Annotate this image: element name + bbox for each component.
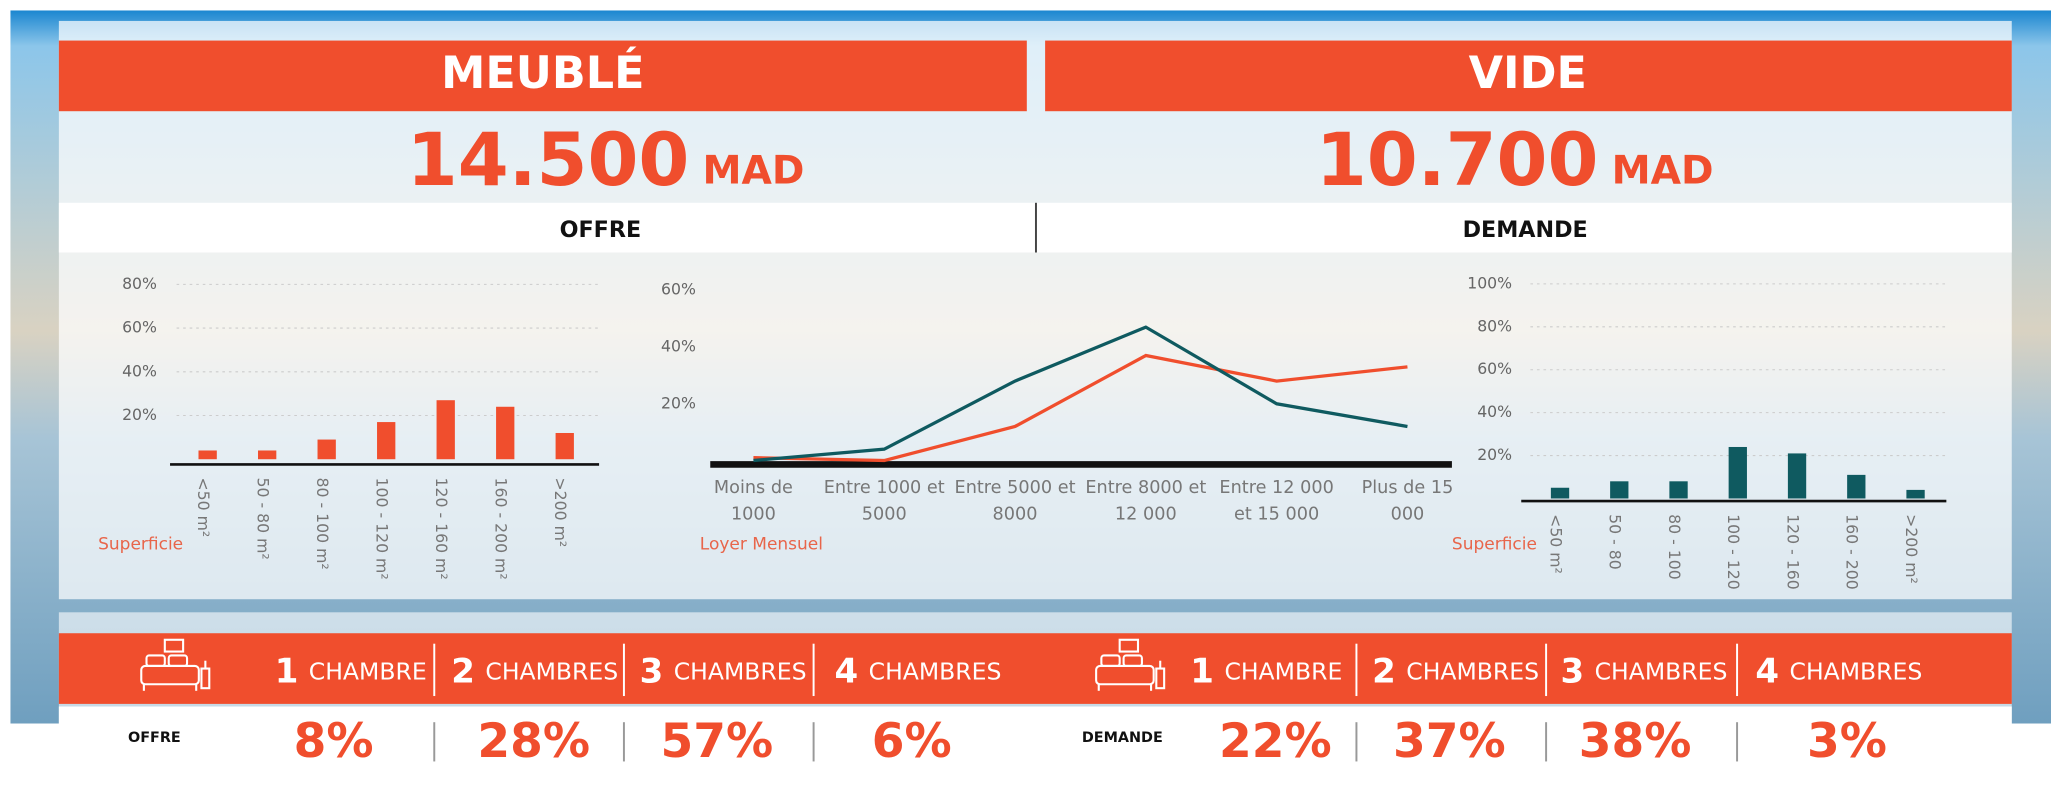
y-tick-label: 60% [122,318,157,337]
price-unit: MAD [1612,148,1714,193]
panel-title: VIDE [1469,48,1587,99]
bar [318,440,336,460]
y-tick-label: 20% [1477,445,1512,464]
x-axis-label: Superficie [1452,534,1537,554]
bar [437,400,455,459]
room-count: 3 [640,651,664,691]
bar [496,407,514,459]
room-count: 1 [1190,651,1214,691]
room-share: 38% [1579,714,1692,769]
room-count: 3 [1560,651,1584,691]
bar [198,450,216,459]
bar [1788,453,1806,498]
x-tick-label: 100 - 120 [1724,514,1743,590]
x-tick-label: 80 - 100 [1665,514,1684,580]
y-tick-label: 60% [661,280,696,299]
room-label: CHAMBRE [1224,657,1342,685]
x-tick-label-box: Entre 1000 et 5000 [821,475,947,540]
bar [1906,490,1924,499]
y-tick-label: 80% [1477,316,1512,335]
infographic: MEUBLÉ VIDE 14.500 MAD 10.700 MAD OFFRE DE… [0,0,2051,785]
x-tick-label: 160 - 200 m² [491,478,510,580]
price-unit: MAD [702,148,804,193]
room-label: CHAMBRES [485,657,618,685]
bar [377,422,395,459]
y-tick-label: 60% [1477,359,1512,378]
bar [1847,475,1865,499]
x-tick-label: 80 - 100 m² [313,478,332,570]
panel-title: MEUBLÉ [441,46,644,99]
room-label: CHAMBRES [1406,657,1539,685]
x-tick-label: <50 m² [1546,514,1565,574]
x-tick-label: 50 - 80 [1606,514,1625,570]
row-label: DEMANDE [1082,730,1163,746]
price-value: 14.500 [407,118,690,203]
y-tick-label: 80% [122,274,157,293]
x-tick-label: 120 - 160 m² [432,478,451,580]
bar [556,433,574,459]
x-tick-label: >200 m² [1902,514,1921,584]
x-tick-label: 100 - 120 m² [372,478,391,580]
room-share: 57% [660,714,773,769]
x-tick-label: Entre 8000 et 12 000 [1083,475,1209,527]
row-label: OFFRE [128,730,181,746]
room-share: 6% [872,714,952,769]
bar [1551,488,1569,499]
y-tick-label: 100% [1467,273,1512,292]
y-tick-label: 20% [661,393,696,412]
x-tick-label-box: Plus de 15 000 [1345,475,1471,540]
x-tick-label: Moins de 1000 [691,475,817,527]
x-tick-label: Plus de 15 000 [1345,475,1471,527]
x-tick-label: Entre 5000 et 8000 [952,475,1078,527]
room-share: 3% [1807,714,1887,769]
room-count: 1 [275,651,299,691]
room-count: 4 [835,651,859,691]
room-count: 2 [451,651,475,691]
x-axis-label: Superficie [98,534,183,554]
room-type: 1 CHAMBRE [1190,651,1342,691]
y-tick-label: 40% [1477,402,1512,421]
x-tick-label-box: Entre 5000 et 8000 [952,475,1078,540]
bar [1729,447,1747,498]
x-tick-label: >200 m² [551,478,570,548]
x-tick-label: 160 - 200 [1843,514,1862,590]
room-count: 4 [1755,651,1779,691]
room-type: 1 CHAMBRE [275,651,427,691]
room-share: 8% [294,714,374,769]
price-value: 10.700 [1316,118,1599,203]
room-label: CHAMBRE [309,657,427,685]
x-tick-label-box: Entre 12 000 et 15 000 [1214,475,1340,540]
x-tick-label-box: Entre 8000 et 12 000 [1083,475,1209,540]
room-count: 2 [1372,651,1396,691]
room-share: 28% [477,714,590,769]
room-label: CHAMBRES [869,657,1002,685]
room-label: CHAMBRES [1595,657,1728,685]
bar [1669,481,1687,498]
bar [1610,481,1628,498]
y-tick-label: 40% [661,337,696,356]
x-tick-label: <50 m² [194,478,213,538]
tab-label: DEMANDE [1463,217,1588,243]
room-share: 22% [1219,714,1332,769]
y-tick-label: 20% [122,405,157,424]
room-label: CHAMBRES [1790,657,1923,685]
x-tick-label: 120 - 160 [1783,514,1802,590]
bar [258,450,276,459]
x-tick-label: Entre 1000 et 5000 [821,475,947,527]
room-share: 37% [1393,714,1506,769]
room-label: CHAMBRES [674,657,807,685]
x-tick-label: 50 - 80 m² [253,478,272,560]
tab-label: OFFRE [560,217,642,243]
y-tick-label: 40% [122,361,157,380]
x-tick-label: Entre 12 000 et 15 000 [1214,475,1340,527]
x-tick-label-box: Moins de 1000 [691,475,817,540]
